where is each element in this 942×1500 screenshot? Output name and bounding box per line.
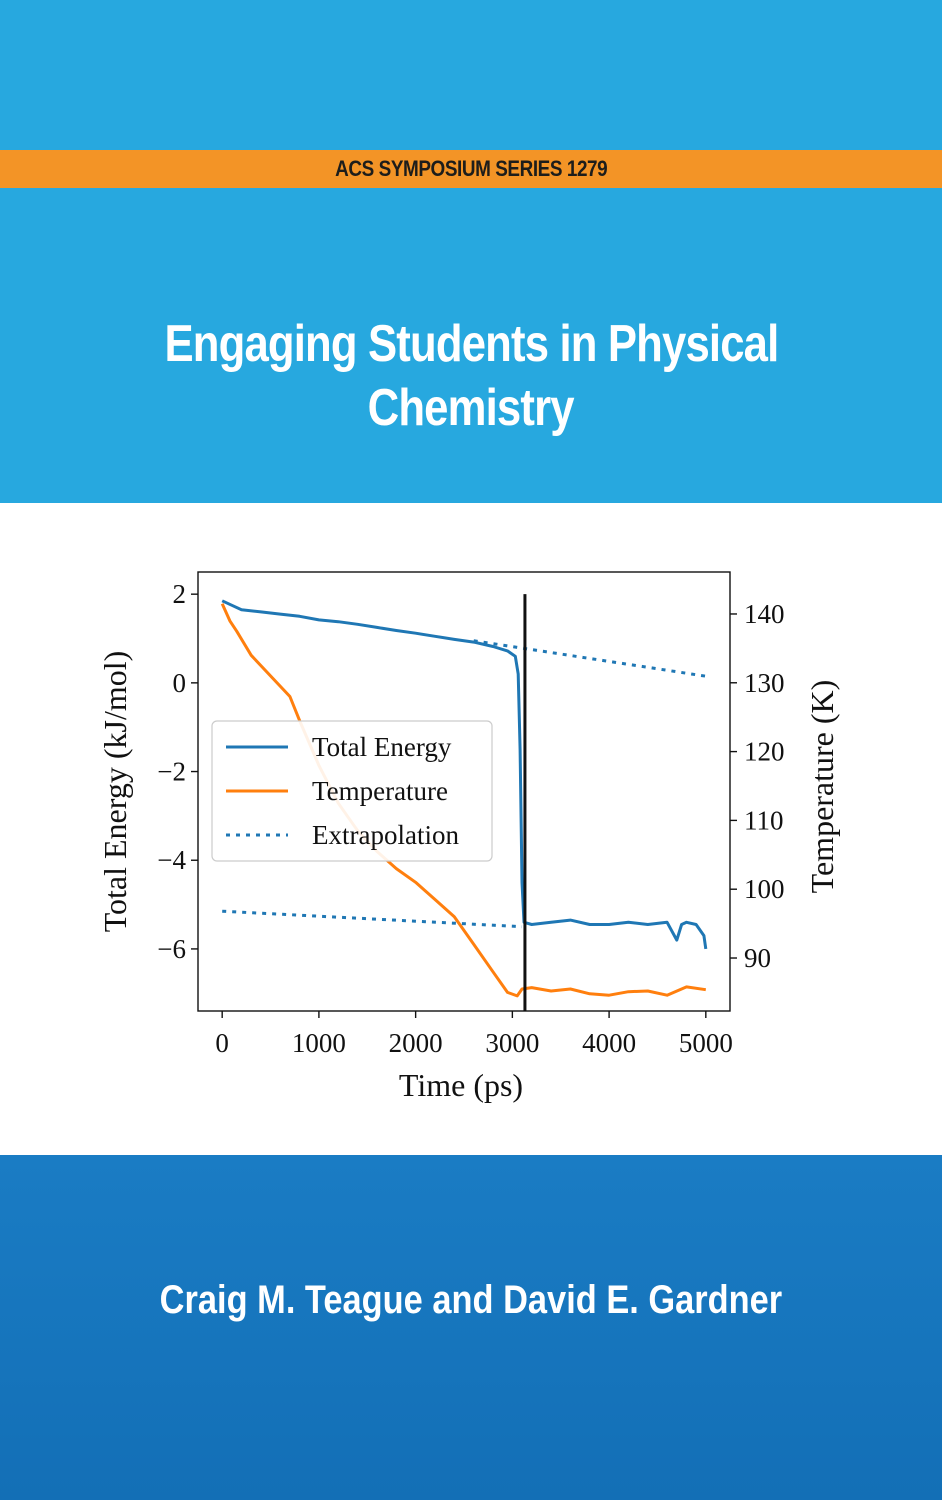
cover-bottom-band [0, 1155, 942, 1500]
book-title: Engaging Students in Physical Chemistry [0, 312, 942, 440]
legend-label-total-energy: Total Energy [312, 732, 452, 762]
y-left-tick-label: 2 [173, 579, 187, 609]
series-label: ACS SYMPOSIUM SERIES 1279 [334, 156, 608, 181]
x-tick-label: 5000 [679, 1028, 733, 1058]
series-temperature [220, 603, 707, 998]
y-right-axis-label: Temperature (K) [804, 680, 840, 894]
author-names: Craig M. Teague and David E. Gardner [159, 1278, 783, 1322]
y-left-tick-label: −4 [157, 845, 186, 875]
legend-label-extrapolation: Extrapolation [312, 820, 459, 850]
series-banner: ACS SYMPOSIUM SERIES 1279 [0, 150, 942, 188]
y-left-tick-label: −2 [157, 757, 186, 787]
book-title-line-1: Engaging Students in Physical [164, 315, 779, 373]
x-tick-label: 0 [215, 1028, 229, 1058]
plot-area [220, 594, 708, 1011]
x-tick-label: 4000 [582, 1028, 636, 1058]
series-extrapolation-1 [473, 639, 707, 678]
y-right-tick-label: 120 [744, 737, 785, 767]
plot-frame [197, 571, 731, 1012]
series-total-energy [221, 599, 708, 950]
y-right-tick-label: 90 [744, 943, 771, 973]
x-tick-label: 2000 [389, 1028, 443, 1058]
y-left-tick-label: −6 [157, 934, 186, 964]
authors: Craig M. Teague and David E. Gardner [0, 1275, 942, 1325]
x-tick-label: 3000 [485, 1028, 539, 1058]
legend-box [211, 720, 493, 862]
x-axis-label: Time (ps) [399, 1067, 523, 1103]
cover-top-band [0, 0, 942, 503]
y-right-tick-label: 130 [744, 668, 785, 698]
series-extrapolation-2 [222, 909, 523, 929]
legend-label-temperature: Temperature [312, 776, 448, 806]
x-tick-label: 1000 [292, 1028, 346, 1058]
book-title-line-2: Chemistry [367, 379, 575, 437]
y-right-tick-label: 100 [744, 874, 785, 904]
energy-temperature-chart: 0 1000 2000 3000 4000 5000 2 0 −2 −4 −6 140 130 120 11… [97, 571, 840, 1103]
y-right-tick-label: 140 [744, 599, 785, 629]
y-right-tick-label: 110 [744, 805, 784, 835]
y-left-axis-label: Total Energy (kJ/mol) [97, 651, 133, 933]
y-left-tick-label: 0 [173, 668, 187, 698]
